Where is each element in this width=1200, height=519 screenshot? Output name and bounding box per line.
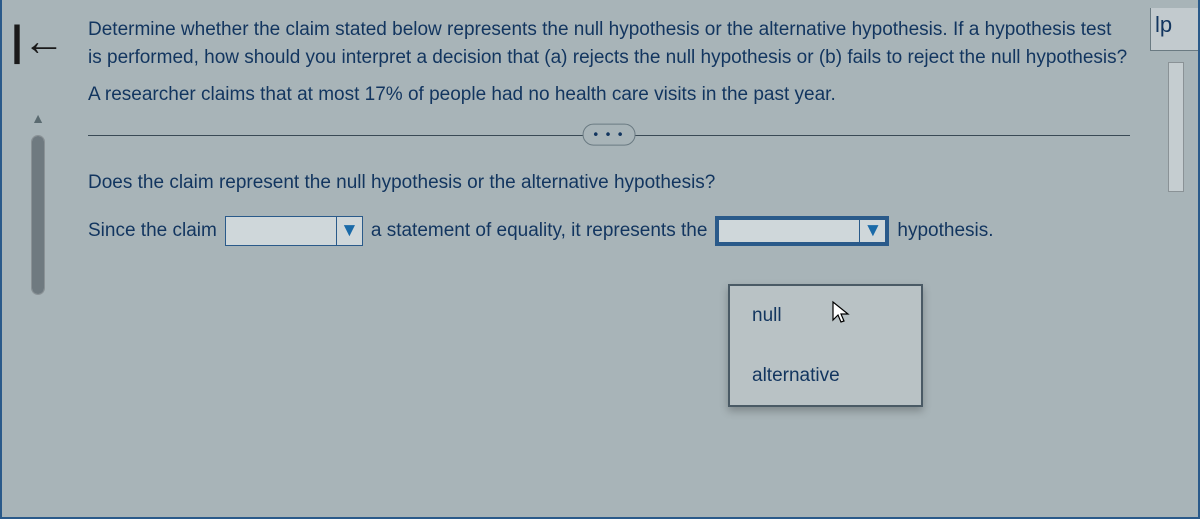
answer-line: Since the claim ▼ a statement of equalit… — [88, 216, 1130, 246]
dropdown-option-null[interactable]: null — [730, 286, 921, 346]
problem-claim: A researcher claims that at most 17% of … — [88, 81, 1130, 109]
left-scrollbar-thumb[interactable] — [32, 136, 44, 294]
hypothesis-dropdown: null alternative — [728, 284, 923, 407]
problem-prompt: Determine whether the claim stated below… — [88, 16, 1130, 71]
answer-text-2: a statement of equality, it represents t… — [371, 217, 708, 245]
dropdown-option-alternative[interactable]: alternative — [730, 346, 921, 406]
answer-text-1: Since the claim — [88, 217, 217, 245]
chevron-down-icon: ▼ — [859, 220, 885, 242]
app-frame: |← ▲ Determine whether the claim stated … — [0, 0, 1200, 519]
chevron-down-icon: ▼ — [336, 217, 362, 245]
right-rail: lp — [1150, 0, 1198, 517]
expand-pill[interactable]: • • • — [583, 123, 636, 146]
help-button[interactable]: lp — [1150, 8, 1198, 51]
answer-text-3: hypothesis. — [897, 217, 993, 245]
content-area: Determine whether the claim stated below… — [74, 0, 1150, 517]
combo-equality[interactable]: ▼ — [225, 216, 363, 246]
combo-hypothesis[interactable]: ▼ — [715, 216, 889, 246]
scroll-up-icon[interactable]: ▲ — [31, 110, 45, 126]
left-rail: |← ▲ — [2, 0, 74, 517]
right-scrollbar[interactable] — [1168, 62, 1184, 192]
combo-equality-value — [226, 217, 336, 245]
left-scrollbar[interactable] — [31, 135, 45, 295]
back-button[interactable]: |← — [2, 20, 74, 62]
combo-hypothesis-value — [719, 220, 859, 242]
section-divider: • • • — [88, 121, 1130, 149]
question-text: Does the claim represent the null hypoth… — [88, 169, 1130, 197]
